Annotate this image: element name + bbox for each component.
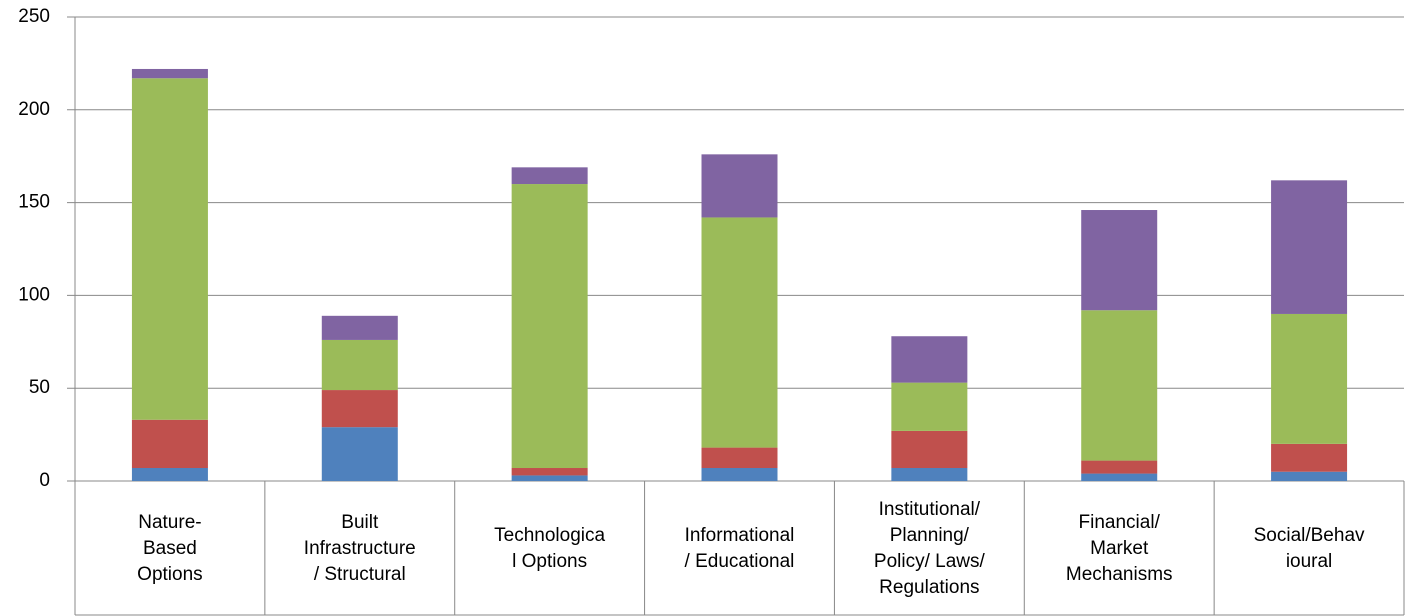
bar-segment — [1271, 471, 1348, 481]
bar-segment — [891, 468, 968, 481]
bar-segment — [1081, 473, 1158, 481]
bar-segment — [701, 154, 778, 218]
bar-segment — [701, 447, 778, 469]
y-tick-label: 200 — [18, 99, 50, 120]
x-tick-label: Built Infrastructure / Structural — [303, 511, 416, 585]
bar-segment — [321, 315, 398, 340]
x-tick-label: Institutional/ Planning/ Policy/ Laws/ R… — [873, 498, 985, 598]
bar-segment — [131, 468, 208, 481]
x-tick-label: Nature-Based Options — [137, 511, 203, 585]
y-tick-label: 250 — [18, 6, 50, 27]
bar-segment — [891, 336, 968, 383]
bar-segment — [321, 390, 398, 428]
bar-segment — [511, 184, 588, 469]
bar-segment — [511, 475, 588, 481]
x-tick-label: Informational/ Educational — [684, 524, 795, 572]
x-tick-label: Technological Options — [494, 524, 606, 572]
y-tick-label: 0 — [39, 470, 50, 491]
bar-segment — [131, 68, 208, 79]
y-tick-label: 150 — [18, 192, 50, 213]
bar-segment — [1081, 460, 1158, 474]
bar-segment — [511, 468, 588, 476]
bar-segment — [1271, 443, 1348, 472]
bar-segment — [321, 427, 398, 481]
bar-segment — [891, 382, 968, 431]
bar-segment — [891, 430, 968, 469]
y-tick-label: 50 — [29, 377, 50, 398]
bar-segment — [1081, 210, 1158, 311]
bar-segment — [131, 419, 208, 469]
bar-segment — [701, 217, 778, 448]
bar-segment — [701, 468, 778, 481]
y-tick-label: 100 — [18, 284, 50, 305]
x-tick-label: Financial/ Market Mechanisms — [1065, 511, 1173, 585]
x-tick-label: Social/Behavioural — [1253, 524, 1365, 572]
bar-segment — [1271, 313, 1348, 444]
bar-segment — [321, 339, 398, 391]
bar-segment — [1271, 180, 1348, 314]
bar-segment — [131, 78, 208, 420]
bar-segment — [511, 167, 588, 185]
bar-segment — [1081, 310, 1158, 461]
